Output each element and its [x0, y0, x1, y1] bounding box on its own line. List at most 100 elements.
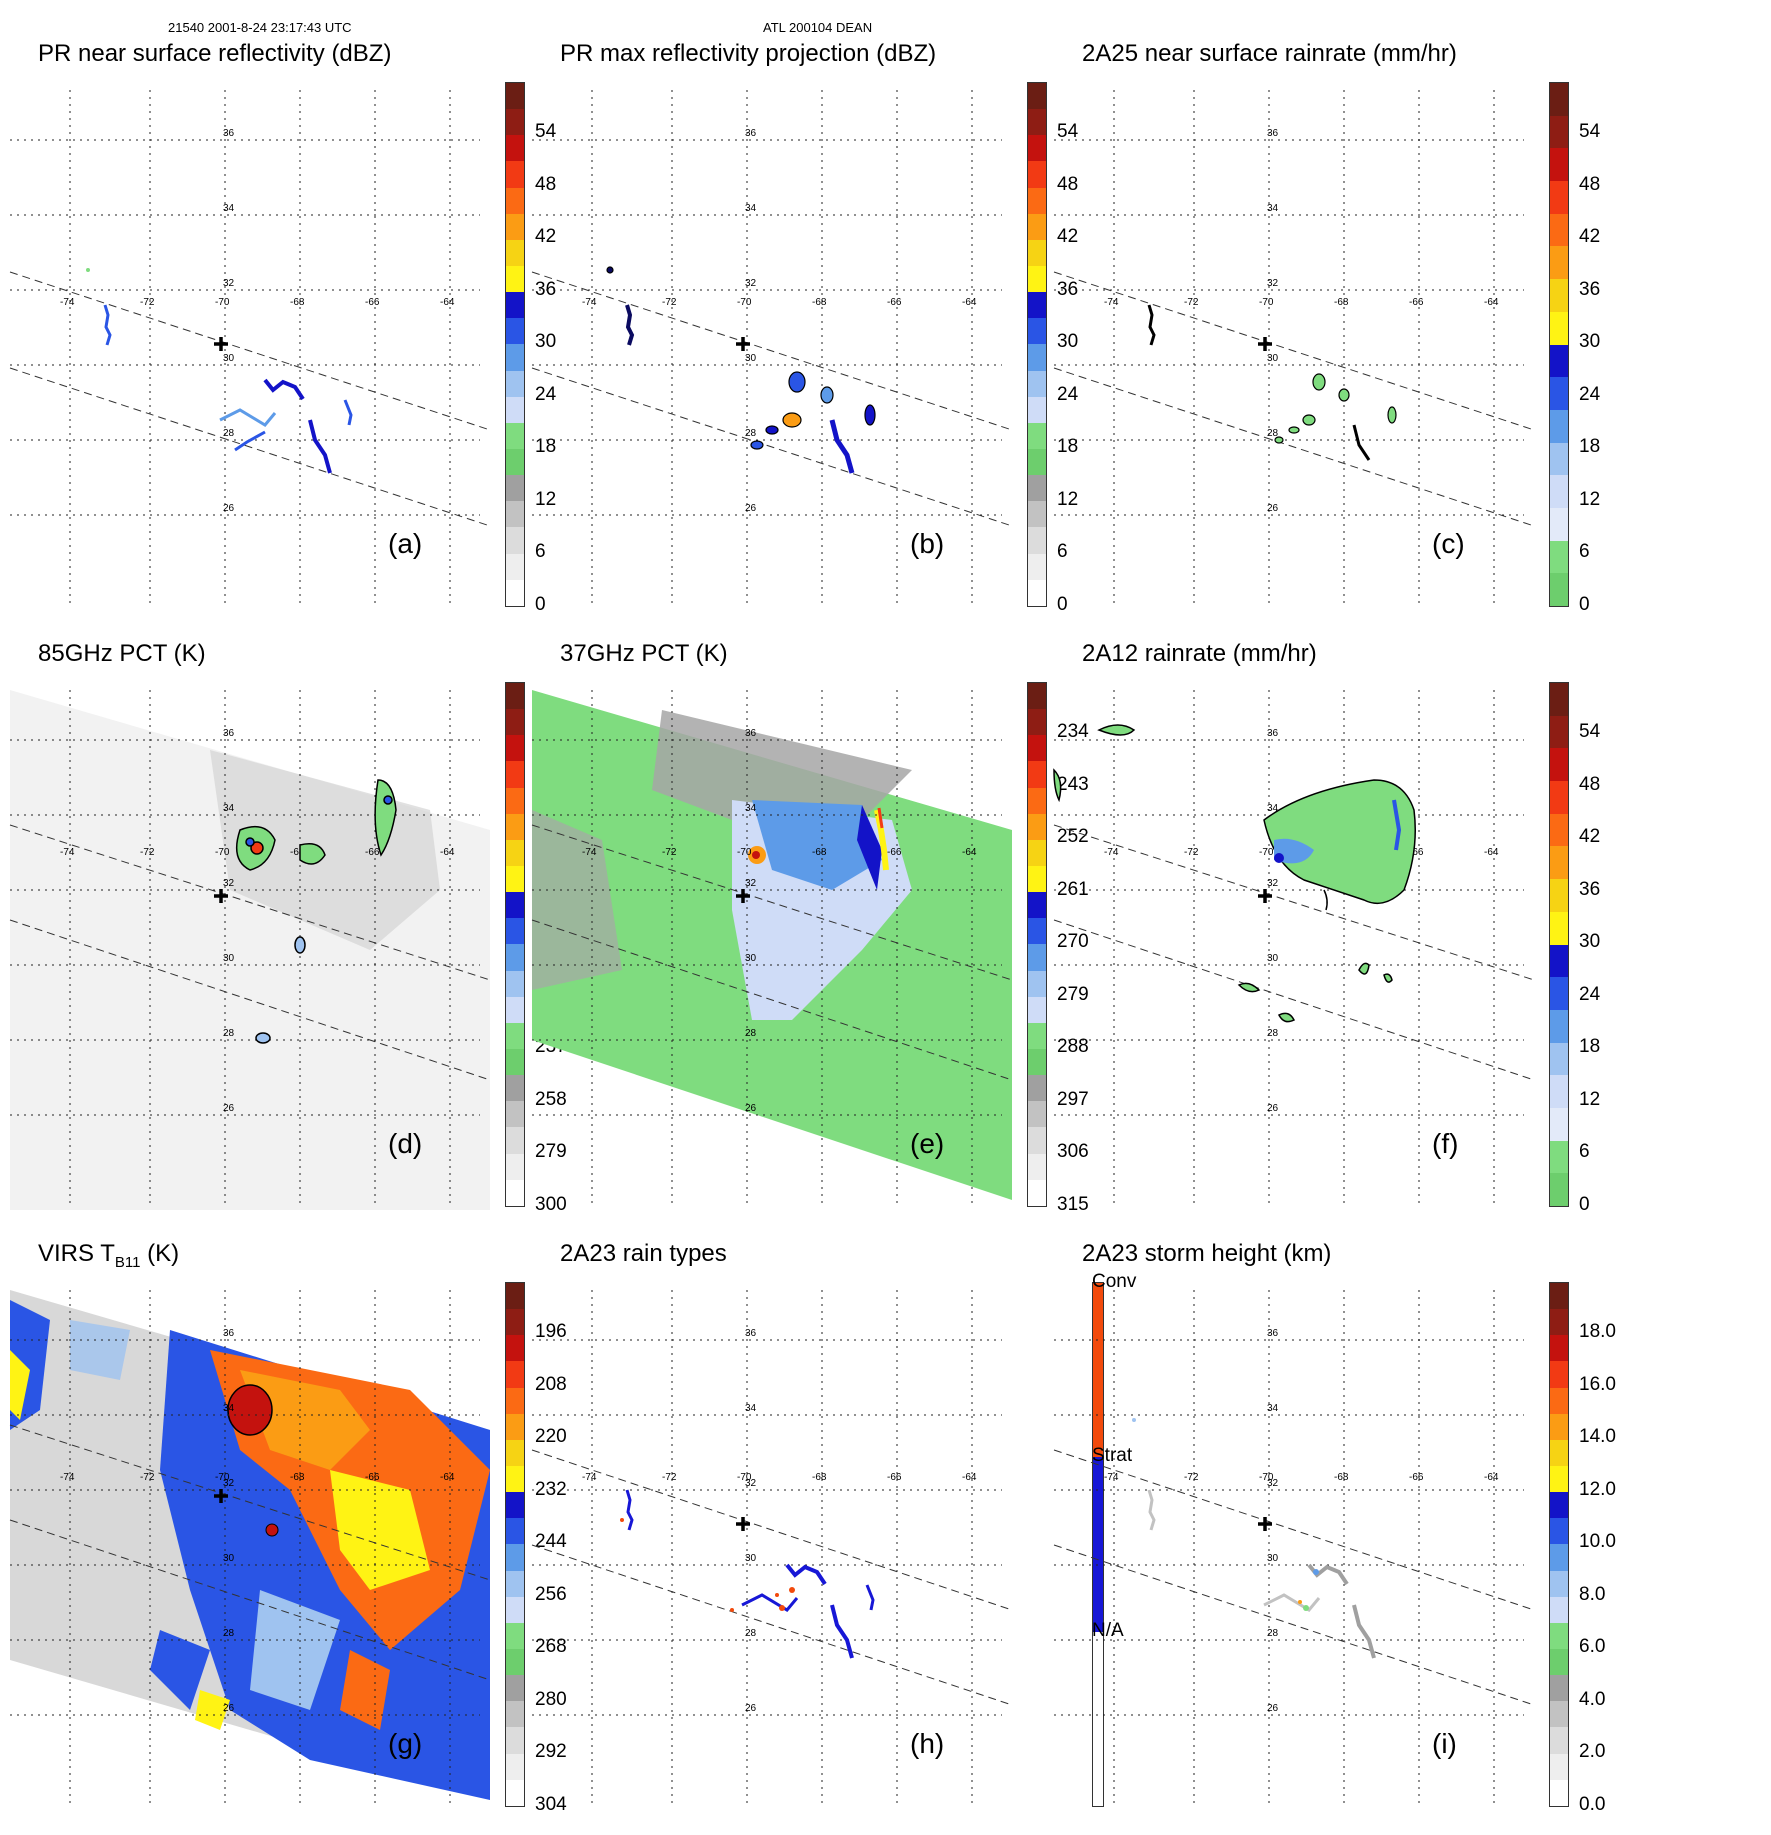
colorbar-tick: Strat — [1092, 1445, 1133, 1467]
colorbar-segment — [506, 1413, 524, 1440]
colorbar-segment — [1550, 1309, 1568, 1336]
lat-label: 32 — [1267, 878, 1279, 889]
lat-lon-grid: 36 34 32 30 28 26 -74 -72 -70 -68 -66 -64 — [1054, 90, 1524, 605]
lat-label: 32 — [223, 1478, 235, 1489]
colorbar-segment — [1028, 683, 1046, 710]
colorbar-segment — [1550, 879, 1568, 912]
colorbar-segment — [1550, 311, 1568, 345]
colorbar-tick: 208 — [535, 1373, 567, 1395]
panel-i-2a23-storm-height: 2A23 storm height (km) 36 34 32 30 28 26 -74 -7… — [1053, 1240, 1634, 1835]
colorbar-segment — [1028, 213, 1046, 240]
colorbar-tick: 279 — [1057, 983, 1089, 1005]
colorbar-segment — [1093, 1631, 1103, 1690]
lat-label: 36 — [745, 128, 757, 139]
colorbar — [1549, 1282, 1569, 1807]
lat-label: 30 — [745, 353, 757, 364]
colorbar-segment — [506, 239, 524, 266]
colorbar-segment — [506, 709, 524, 736]
colorbar-tick: 292 — [535, 1741, 567, 1763]
colorbar-segment — [506, 1022, 524, 1049]
colorbar-tick: 6 — [535, 541, 546, 563]
colorbar-segment — [506, 1727, 524, 1754]
colorbar-segment — [506, 448, 524, 476]
colorbar-segment — [1550, 409, 1568, 443]
lat-label: 26 — [223, 1703, 235, 1714]
colorbar-segment — [506, 1309, 524, 1336]
map-plot: 36 34 32 30 28 26 -74 -72 -70 -68 -66 -64 — [9, 690, 491, 1210]
title-subscript: B11 — [114, 1253, 141, 1271]
lon-label: -68 — [1334, 1472, 1349, 1483]
colorbar-tick: 48 — [1579, 173, 1601, 195]
lon-label: -72 — [1184, 1472, 1199, 1483]
lat-lon-grid: 36 34 32 30 28 26 -74 -72 -70 -68 -66 -64 — [10, 690, 480, 1205]
lat-label: 30 — [223, 1553, 235, 1564]
colorbar-segment — [506, 161, 524, 188]
lon-label: -74 — [60, 1472, 75, 1483]
lat-label: 30 — [1267, 1553, 1279, 1564]
lat-label: 32 — [223, 278, 235, 289]
lon-label: -64 — [440, 847, 455, 858]
lat-label: 36 — [1267, 1328, 1279, 1339]
colorbar-tick: 279 — [535, 1141, 567, 1163]
panel-label: (a) — [388, 528, 423, 559]
panel-label: (c) — [1432, 528, 1465, 559]
colorbar-tick: 243 — [1057, 773, 1089, 795]
colorbar-segment — [506, 213, 524, 240]
lon-label: -74 — [1104, 847, 1119, 858]
colorbar-segment — [1028, 1075, 1046, 1102]
colorbar-tick: 0 — [1579, 594, 1590, 615]
colorbar-segment — [1028, 1022, 1046, 1049]
colorbar-segment — [1028, 1101, 1046, 1128]
colorbar-segment — [506, 501, 524, 528]
colorbar-tick: 6 — [1579, 1141, 1590, 1163]
colorbar-segment — [506, 370, 524, 397]
lat-label: 26 — [745, 503, 757, 514]
lon-label: -66 — [365, 1472, 380, 1483]
colorbar-segment — [1550, 1075, 1568, 1108]
colorbar-segment — [506, 1048, 524, 1076]
lon-label: -72 — [140, 1472, 155, 1483]
colorbar-segment — [1028, 761, 1046, 788]
colorbar-tick: 30 — [1579, 331, 1601, 353]
colorbar-segment — [1550, 279, 1568, 312]
colorbar-segment — [1550, 377, 1568, 410]
colorbar-tick: 18 — [1057, 436, 1079, 458]
colorbar-tick: 18 — [535, 436, 557, 458]
colorbar-segment — [1550, 1173, 1568, 1206]
colorbar-segment — [506, 344, 524, 371]
colorbar-tick: 12.0 — [1579, 1478, 1616, 1500]
colorbar-segment — [1028, 865, 1046, 893]
lat-label: 32 — [745, 278, 757, 289]
panel-label: (d) — [388, 1128, 423, 1159]
colorbar-segment — [1028, 370, 1046, 397]
title-end: (K) — [140, 1240, 180, 1267]
radar-echoes — [606, 266, 876, 474]
colorbar-segment — [506, 1361, 524, 1388]
colorbar-segment — [1028, 970, 1046, 997]
colorbar-segment — [1093, 1399, 1103, 1458]
colorbar-segment — [1550, 1753, 1568, 1780]
colorbar-segment — [1550, 1140, 1568, 1174]
lon-label: -72 — [140, 847, 155, 858]
panel-title: 2A25 near surface rainrate (mm/hr) — [1082, 40, 1457, 67]
swath-edge-lines — [9, 824, 491, 1081]
colorbar-segment — [506, 422, 524, 449]
colorbar-tick: 42 — [1579, 826, 1601, 848]
colorbar-segment — [1550, 573, 1568, 606]
lon-label: -64 — [440, 297, 455, 308]
colorbar-segment — [1093, 1341, 1103, 1400]
colorbar-segment — [506, 187, 524, 214]
lat-label: 26 — [1267, 503, 1279, 514]
lat-label: 30 — [745, 953, 757, 964]
colorbar-segment — [1550, 507, 1568, 541]
lon-label: -64 — [440, 1472, 455, 1483]
colorbar-segment — [1028, 1127, 1046, 1154]
colorbar-segment — [1093, 1689, 1103, 1748]
swath-edge-lines — [531, 271, 1013, 527]
panel-h-2a23-rain-types: 2A23 rain types 36 34 32 30 28 26 -74 -72 -70 -68… — [531, 1240, 1136, 1835]
lat-label: 30 — [1267, 953, 1279, 964]
colorbar-segment — [1550, 181, 1568, 214]
colorbar-segment — [1550, 1622, 1568, 1649]
lat-label: 26 — [1267, 1703, 1279, 1714]
lon-label: -68 — [290, 1472, 305, 1483]
